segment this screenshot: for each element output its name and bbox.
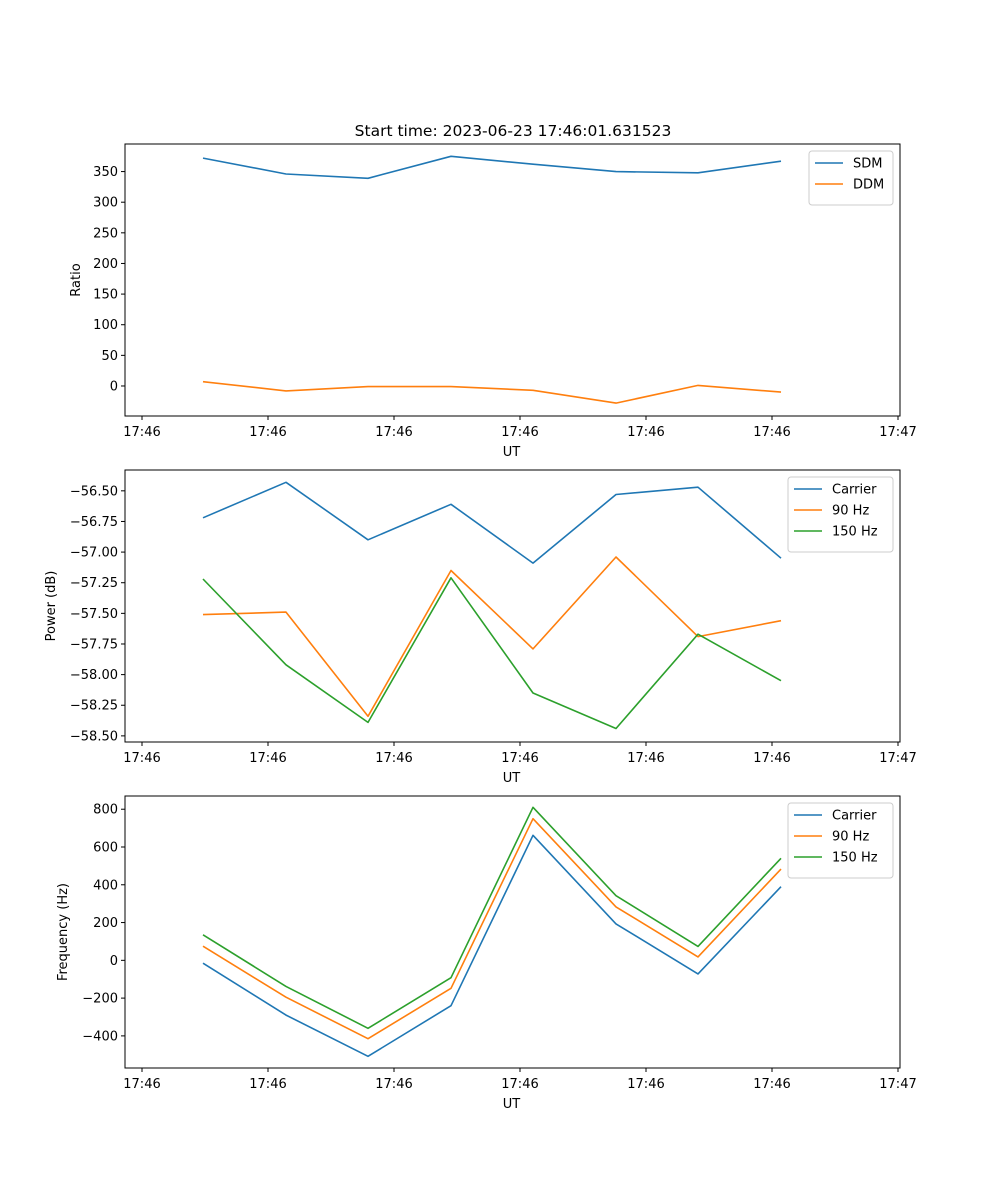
x-tick-label: 17:46 [627,425,664,440]
x-tick-label: 17:47 [879,425,916,440]
series-line-150-hz [202,806,782,1030]
y-tick-label: −58.00 [70,668,118,683]
y-tick-label: −57.25 [70,576,118,591]
subplot-1: 17:46 17:46 17:46 17:46 17:46 17:46 17:47 0 50 10… [69,143,917,460]
legend-label: 90 Hz [832,830,869,845]
y-tick-label: −57.50 [70,607,118,622]
x-tick-label: 17:46 [375,425,412,440]
y-tick-label: 800 [93,803,118,818]
legend-box [787,802,894,879]
y-tick-label: 350 [93,165,118,180]
series-line-90-hz [202,556,782,718]
x-tick-label: 17:46 [375,751,412,766]
x-tick-label: 17:46 [501,1077,538,1092]
x-tick-label: 17:46 [501,425,538,440]
y-tick-label: 150 [93,288,118,303]
y-tick-label: 400 [93,878,118,893]
plot-frame [124,795,901,1069]
legend-label: Carrier [832,483,877,498]
y-tick-label: −56.75 [70,515,118,530]
subplot-2: 17:46 17:46 17:46 17:46 17:46 17:46 17:47 −58.5… [44,469,917,786]
y-tick-label: 200 [93,257,118,272]
y-tick-label: 100 [93,318,118,333]
x-tick-label: 17:46 [627,1077,664,1092]
series-line-sdm [202,155,782,180]
legend-label: Carrier [832,809,877,824]
x-tick-label: 17:46 [753,1077,790,1092]
legend: Carrier 90 Hz 150 Hz [787,476,894,553]
legend-label: 90 Hz [832,504,869,519]
y-tick-label: −400 [82,1029,118,1044]
x-tick-label: 17:46 [753,751,790,766]
y-tick-label: −58.25 [70,699,118,714]
series-line-ddm [202,380,782,404]
y-tick-label: −58.50 [70,729,118,744]
y-tick-label: 300 [93,196,118,211]
x-axis-label: UT [503,771,521,786]
legend-label: DDM [853,178,884,193]
y-tick-label: −57.00 [70,546,118,561]
series-line-150-hz [202,576,782,730]
y-tick-label: 250 [93,226,118,241]
x-tick-label: 17:46 [123,1077,160,1092]
y-tick-label: 200 [93,916,118,931]
y-axis-label: Frequency (Hz) [56,883,71,981]
y-tick-label: 50 [101,349,118,364]
x-tick-label: 17:46 [501,751,538,766]
y-axis-label: Ratio [69,263,84,296]
series-line-carrier [202,481,782,564]
x-tick-label: 17:46 [753,425,790,440]
legend-label: 150 Hz [832,851,878,866]
x-tick-label: 17:47 [879,751,916,766]
y-tick-label: 600 [93,841,118,856]
x-axis-label: UT [503,1097,521,1112]
legend-box [808,150,894,206]
series-line-carrier [202,834,782,1058]
plot-frame [124,469,901,743]
x-tick-label: 17:46 [249,425,286,440]
x-tick-label: 17:46 [627,751,664,766]
y-tick-label: 0 [110,954,118,969]
y-tick-label: −200 [82,992,118,1007]
x-tick-label: 17:46 [375,1077,412,1092]
legend-label: 150 Hz [832,525,878,540]
x-tick-label: 17:46 [123,425,160,440]
x-tick-label: 17:46 [123,751,160,766]
plot-frame [124,143,901,417]
series-line-90-hz [202,817,782,1040]
y-tick-label: 0 [110,379,118,394]
y-tick-label: −57.75 [70,637,118,652]
y-axis-label: Power (dB) [44,571,59,642]
legend: Carrier 90 Hz 150 Hz [787,802,894,879]
x-axis-label: UT [503,445,521,460]
x-tick-label: 17:47 [879,1077,916,1092]
legend-label: SDM [853,157,882,172]
x-tick-label: 17:46 [249,751,286,766]
chart-title: Start time: 2023-06-23 17:46:01.631523 [355,122,672,140]
y-tick-label: −56.50 [70,484,118,499]
subplot-3: 17:46 17:46 17:46 17:46 17:46 17:46 17:47 −400 −… [56,795,917,1112]
legend: SDM DDM [808,150,894,206]
legend-box [787,476,894,553]
x-tick-label: 17:46 [249,1077,286,1092]
